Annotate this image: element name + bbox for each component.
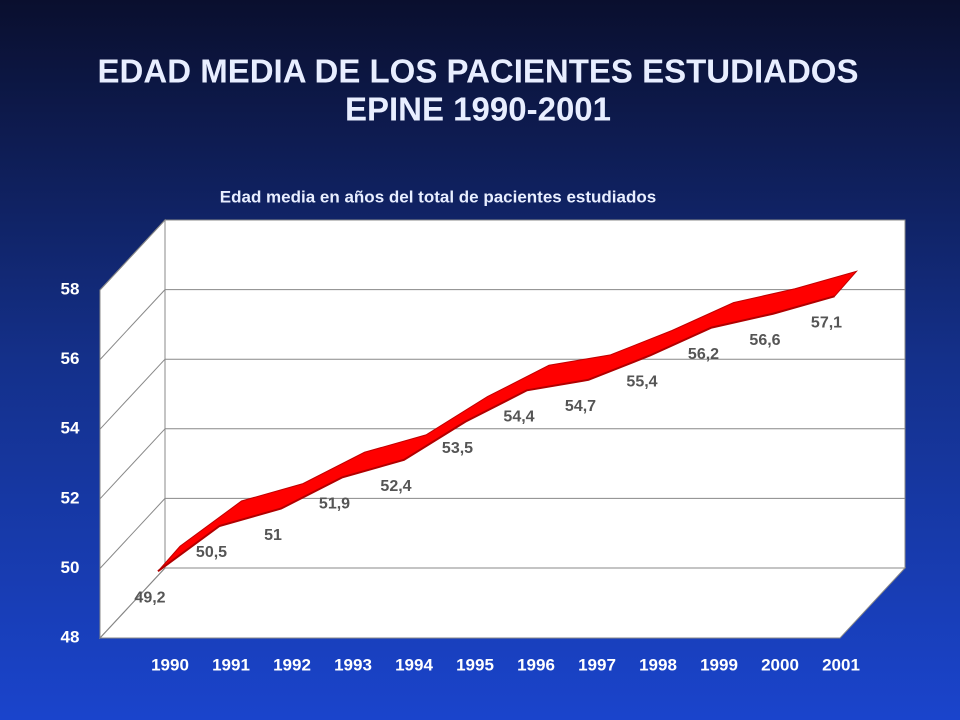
- x-tick-label: 1993: [334, 655, 372, 674]
- grid-line: [99, 567, 166, 639]
- title-line: EPINE 1990-2001: [345, 91, 611, 128]
- y-tick-label: 54: [61, 419, 80, 438]
- grid-line: [99, 289, 166, 360]
- value-label: 49,2: [134, 589, 165, 606]
- x-tick-label: 2001: [822, 655, 860, 674]
- x-tick-label: 1990: [151, 655, 189, 674]
- value-label: 54,4: [503, 408, 534, 425]
- x-tick-label: 1999: [700, 655, 738, 674]
- x-tick-label: 1997: [578, 655, 616, 674]
- value-label: 56,2: [688, 346, 719, 363]
- value-label: 55,4: [626, 374, 657, 391]
- side-wall: [99, 218, 166, 640]
- subtitle: Edad media en años del total de paciente…: [220, 187, 656, 206]
- x-tick-label: 1992: [273, 655, 311, 674]
- x-tick-label: 1991: [212, 655, 250, 674]
- value-label: 53,5: [442, 440, 473, 457]
- floor: [98, 567, 907, 639]
- x-tick-label: 1994: [395, 655, 433, 674]
- y-tick-label: 52: [61, 488, 80, 507]
- value-label: 51: [264, 527, 282, 544]
- x-tick-label: 1996: [517, 655, 555, 674]
- value-label: 54,7: [565, 398, 596, 415]
- y-tick-label: 50: [61, 558, 80, 577]
- y-tick-label: 48: [61, 627, 80, 646]
- ribbon-edge: [157, 295, 835, 573]
- value-label: 51,9: [319, 495, 350, 512]
- title-line: EDAD MEDIA DE LOS PACIENTES ESTUDIADOS: [98, 53, 859, 90]
- grid-line: [99, 358, 166, 430]
- y-tick-label: 56: [61, 349, 80, 368]
- x-tick-label: 1998: [639, 655, 677, 674]
- x-tick-label: 2000: [761, 655, 799, 674]
- grid-line: [99, 498, 166, 569]
- value-label: 56,6: [749, 332, 780, 349]
- value-label: 50,5: [196, 544, 227, 561]
- x-tick-label: 1995: [456, 655, 494, 674]
- value-label: 52,4: [380, 478, 411, 495]
- grid-line: [99, 219, 166, 291]
- grid-line: [99, 428, 166, 500]
- back-wall: [164, 219, 906, 569]
- value-label: 57,1: [811, 315, 842, 332]
- y-tick-label: 58: [61, 279, 80, 298]
